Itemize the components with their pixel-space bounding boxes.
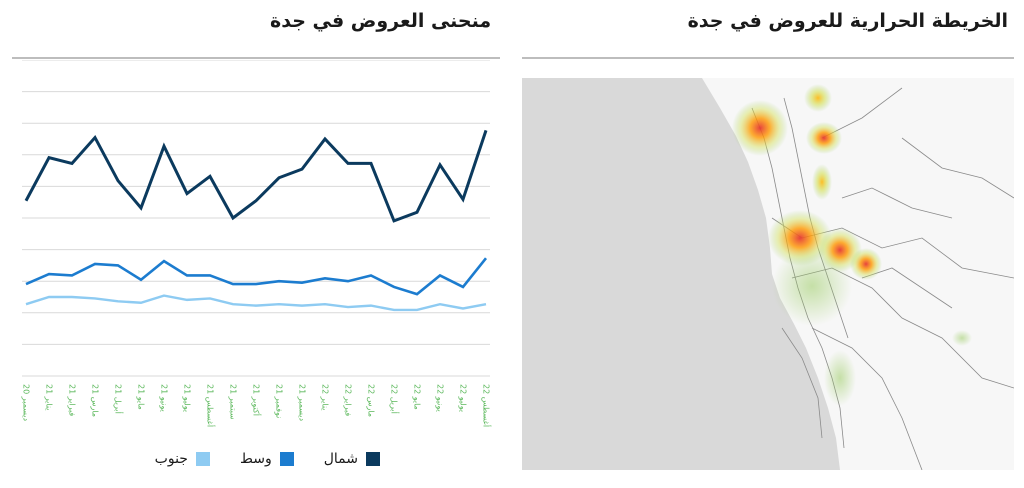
heat-spots bbox=[732, 84, 972, 406]
x-tick-label: 21 ديسمبر bbox=[298, 384, 307, 422]
x-tick-label: 21 مايو bbox=[137, 384, 146, 410]
x-tick-label: 21 مارس bbox=[91, 384, 100, 417]
x-tick-label: 22 أبريل bbox=[390, 384, 400, 414]
heatmap-map[interactable] bbox=[522, 78, 1014, 470]
x-tick-label: 21 يونيو bbox=[160, 384, 169, 412]
legend-item-center[interactable]: وسط bbox=[240, 451, 294, 467]
x-tick-label: 22 يونيو bbox=[436, 384, 445, 412]
chart-legend: شمال وسط جنوب bbox=[140, 448, 380, 470]
x-tick-label: 22 أغسطس bbox=[482, 384, 492, 427]
x-tick-label: 21 أغسطس bbox=[206, 384, 216, 427]
x-tick-label: 21 أبريل bbox=[114, 384, 124, 414]
legend-swatch-south bbox=[195, 452, 210, 466]
legend-item-north[interactable]: شمال bbox=[324, 451, 380, 467]
x-axis-ticks: 20 ديسمبر 21 يناير 21 فبراير 21 مارس 21 أبري… bbox=[22, 384, 492, 427]
x-tick-label: 22 فبراير bbox=[344, 384, 353, 416]
chart-title-divider bbox=[12, 57, 500, 59]
x-tick-label: 21 يناير bbox=[45, 384, 54, 410]
map-title-divider bbox=[522, 57, 1014, 59]
series-line-center[interactable] bbox=[25, 257, 488, 296]
x-tick-label: 20 ديسمبر bbox=[22, 384, 31, 422]
x-tick-label: 22 يوليو bbox=[459, 384, 468, 412]
series-line-south[interactable] bbox=[25, 294, 487, 312]
line-chart: 20 ديسمبر 21 يناير 21 فبراير 21 مارس 21 أبري… bbox=[22, 60, 492, 427]
x-tick-label: 21 سبتمبر bbox=[229, 384, 238, 420]
legend-label-south: جنوب bbox=[154, 451, 188, 467]
legend-swatch-center bbox=[279, 452, 294, 466]
legend-label-center: وسط bbox=[239, 451, 272, 467]
x-tick-label: 21 أكتوبر bbox=[252, 384, 262, 416]
series-line-north[interactable] bbox=[24, 129, 488, 223]
x-tick-label: 22 مارس bbox=[367, 384, 376, 417]
x-tick-label: 21 نوفمبر bbox=[275, 384, 284, 418]
chart-series bbox=[24, 129, 488, 312]
x-tick-label: 21 يوليو bbox=[183, 384, 192, 412]
legend-swatch-north bbox=[366, 452, 380, 466]
chart-gridlines bbox=[22, 60, 490, 377]
map-title: الخريطة الحرارية للعروض في جدة bbox=[687, 10, 1008, 32]
x-tick-label: 22 يناير bbox=[321, 384, 330, 410]
x-tick-label: 21 فبراير bbox=[68, 384, 77, 416]
chart-title: منحنى العروض في جدة bbox=[270, 10, 492, 32]
legend-item-south[interactable]: جنوب bbox=[155, 451, 210, 467]
x-tick-label: 22 مايو bbox=[413, 384, 422, 410]
legend-label-north: شمال bbox=[323, 451, 358, 467]
